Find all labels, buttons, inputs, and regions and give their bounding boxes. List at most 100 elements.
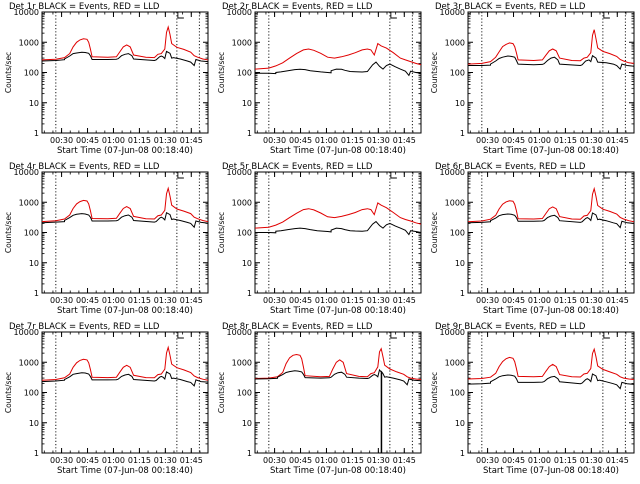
y-tick-label: 1000 bbox=[232, 38, 252, 47]
x-tick-label: 00:45 bbox=[289, 136, 312, 145]
marker-bracket bbox=[177, 172, 184, 179]
y-tick-label: 100 bbox=[24, 389, 39, 398]
x-tick-label: 00:45 bbox=[502, 456, 525, 465]
y-axis-label: Counts/sec bbox=[217, 212, 226, 253]
detector-panel: Det 9r BLACK = Events, RED = LLD 1 10 100 10… bbox=[430, 322, 635, 476]
marker-bracket bbox=[177, 12, 184, 19]
series-events-line bbox=[42, 50, 208, 67]
series-lld-line bbox=[468, 29, 634, 65]
y-tick-label: 100 bbox=[24, 229, 39, 238]
y-axis-label: Counts/sec bbox=[4, 52, 13, 93]
panel-title: Det 2r BLACK = Events, RED = LLD bbox=[222, 2, 373, 12]
x-tick-label: 00:30 bbox=[50, 296, 73, 305]
marker-bracket bbox=[390, 332, 397, 339]
x-tick-label: 01:00 bbox=[528, 456, 551, 465]
x-tick-label: 01:15 bbox=[341, 296, 364, 305]
plot-frame bbox=[41, 331, 209, 454]
x-tick-label: 01:00 bbox=[528, 136, 551, 145]
series-lld-line bbox=[42, 25, 208, 61]
series-lld-line bbox=[42, 186, 208, 223]
x-tick-label: 00:30 bbox=[263, 296, 286, 305]
x-axis-label: Start Time (07-Jun-08 00:18:40) bbox=[483, 466, 619, 476]
y-tick-label: 1 bbox=[460, 289, 465, 298]
x-tick-label: 00:30 bbox=[476, 296, 499, 305]
x-tick-label: 00:30 bbox=[50, 456, 73, 465]
x-tick-label: 01:45 bbox=[606, 456, 629, 465]
plot-frame bbox=[467, 331, 635, 454]
x-tick-label: 01:15 bbox=[554, 136, 577, 145]
x-tick-label: 01:15 bbox=[554, 456, 577, 465]
x-tick-label: 01:00 bbox=[528, 296, 551, 305]
detector-panel: Det 4r BLACK = Events, RED = LLD 1 10 100 10… bbox=[4, 162, 209, 316]
panel-title: Det 1r BLACK = Events, RED = LLD bbox=[9, 2, 160, 12]
series-events-line bbox=[255, 220, 421, 236]
plot-frame bbox=[254, 171, 422, 294]
x-tick-label: 01:45 bbox=[393, 136, 416, 145]
series-lld-line bbox=[42, 345, 208, 381]
plot-frame bbox=[467, 171, 635, 294]
detector-panel: Det 5r BLACK = Events, RED = LLD 1 10 100 10… bbox=[217, 162, 422, 316]
x-tick-label: 01:15 bbox=[128, 456, 151, 465]
series-events-line bbox=[255, 368, 421, 453]
y-tick-label: 1 bbox=[460, 449, 465, 458]
series-events-line bbox=[42, 211, 208, 229]
y-tick-label: 1000 bbox=[445, 38, 465, 47]
y-tick-label: 100 bbox=[237, 69, 252, 78]
x-tick-label: 01:30 bbox=[580, 136, 603, 145]
y-tick-label: 10000 bbox=[14, 168, 39, 177]
y-tick-label: 1 bbox=[34, 289, 39, 298]
series-events-line bbox=[468, 373, 634, 390]
x-tick-label: 01:45 bbox=[606, 296, 629, 305]
x-tick-label: 01:00 bbox=[315, 296, 338, 305]
y-tick-label: 10000 bbox=[14, 8, 39, 17]
detector-panel: Det 1r BLACK = Events, RED = LLD 1 10 100 10… bbox=[4, 2, 209, 156]
y-tick-label: 1000 bbox=[445, 198, 465, 207]
plot-frame bbox=[41, 11, 209, 134]
y-tick-label: 10 bbox=[455, 259, 465, 268]
marker-bracket bbox=[603, 12, 610, 19]
y-tick-label: 10000 bbox=[227, 8, 252, 17]
marker-bracket bbox=[390, 12, 397, 19]
x-axis-label: Start Time (07-Jun-08 00:18:40) bbox=[483, 306, 619, 316]
x-axis-label: Start Time (07-Jun-08 00:18:40) bbox=[270, 146, 406, 156]
panel-title: Det 5r BLACK = Events, RED = LLD bbox=[222, 162, 373, 172]
detector-panel: Det 8r BLACK = Events, RED = LLD 1 10 100 10… bbox=[217, 322, 422, 476]
x-tick-label: 01:00 bbox=[102, 296, 125, 305]
x-tick-label: 00:30 bbox=[50, 136, 73, 145]
y-tick-label: 1 bbox=[460, 129, 465, 138]
y-tick-label: 100 bbox=[237, 229, 252, 238]
x-tick-label: 01:00 bbox=[102, 136, 125, 145]
panel-title: Det 9r BLACK = Events, RED = LLD bbox=[435, 322, 586, 332]
x-tick-label: 01:30 bbox=[154, 456, 177, 465]
x-tick-label: 01:45 bbox=[180, 456, 203, 465]
x-tick-label: 01:15 bbox=[128, 296, 151, 305]
x-tick-label: 01:45 bbox=[180, 296, 203, 305]
y-axis-label: Counts/sec bbox=[4, 212, 13, 253]
y-tick-label: 1 bbox=[247, 289, 252, 298]
x-tick-label: 01:15 bbox=[341, 136, 364, 145]
x-axis-label: Start Time (07-Jun-08 00:18:40) bbox=[483, 146, 619, 156]
x-tick-label: 01:00 bbox=[102, 456, 125, 465]
x-tick-label: 00:30 bbox=[476, 136, 499, 145]
x-tick-label: 00:45 bbox=[289, 296, 312, 305]
y-tick-label: 1000 bbox=[232, 198, 252, 207]
x-tick-label: 01:45 bbox=[393, 296, 416, 305]
plot-frame bbox=[41, 171, 209, 294]
x-tick-label: 01:30 bbox=[580, 456, 603, 465]
series-lld-line bbox=[255, 347, 421, 380]
y-tick-label: 1 bbox=[34, 129, 39, 138]
series-lld-line bbox=[255, 42, 421, 70]
x-tick-label: 00:45 bbox=[76, 456, 99, 465]
y-tick-label: 1000 bbox=[232, 358, 252, 367]
y-axis-label: Counts/sec bbox=[4, 372, 13, 413]
y-axis-label: Counts/sec bbox=[217, 52, 226, 93]
y-tick-label: 10 bbox=[242, 99, 252, 108]
x-axis-label: Start Time (07-Jun-08 00:18:40) bbox=[270, 306, 406, 316]
x-tick-label: 01:45 bbox=[393, 456, 416, 465]
x-tick-label: 00:45 bbox=[76, 136, 99, 145]
y-tick-label: 1000 bbox=[19, 198, 39, 207]
series-events-line bbox=[255, 61, 421, 77]
y-tick-label: 10 bbox=[29, 259, 39, 268]
series-lld-line bbox=[255, 202, 421, 229]
